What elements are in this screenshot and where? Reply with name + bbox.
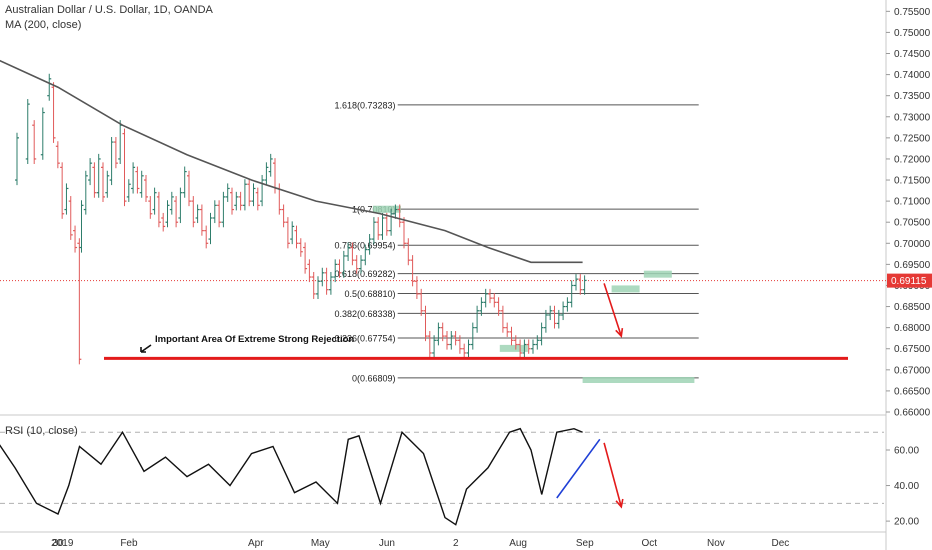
- highlight-zone: [611, 285, 640, 293]
- price-tick-label: 0.75500: [894, 7, 931, 18]
- price-tick-label: 0.73000: [894, 112, 931, 123]
- time-tick-label: 30: [52, 538, 64, 549]
- time-tick-label: May: [311, 538, 330, 549]
- price-tick-label: 0.74000: [894, 70, 931, 81]
- price-tick-label: 0.68000: [894, 323, 931, 334]
- time-tick-label: Sep: [576, 538, 594, 549]
- time-tick-label: Oct: [641, 538, 657, 549]
- annotation-arrow: [140, 344, 152, 353]
- fib-level-label: 0.5(0.68810): [345, 289, 396, 299]
- price-tick-label: 0.68500: [894, 302, 931, 313]
- rsi-line: [0, 427, 583, 526]
- time-tick-label: Aug: [509, 538, 527, 549]
- price-tick-label: 0.74500: [894, 49, 931, 60]
- fib-level-label: 0.618(0.69282): [334, 269, 395, 279]
- price-tick-label: 0.70500: [894, 218, 931, 229]
- time-tick-label: 2: [453, 538, 459, 549]
- price-tick-label: 0.69500: [894, 260, 931, 271]
- price-projection-arrow: [603, 283, 623, 337]
- time-tick-label: Apr: [248, 538, 264, 549]
- price-tick-label: 0.66500: [894, 386, 931, 397]
- time-tick-label: Feb: [120, 538, 138, 549]
- rsi-tick-label: 20.00: [894, 517, 919, 528]
- fib-level-label: 0.382(0.68338): [334, 309, 395, 319]
- time-tick-label: Jun: [379, 538, 395, 549]
- price-tick-label: 0.71000: [894, 197, 931, 208]
- price-tick-label: 0.72000: [894, 154, 931, 165]
- price-tick-label: 0.66000: [894, 408, 931, 419]
- price-tick-label: 0.75000: [894, 28, 931, 39]
- rsi-trendline: [556, 438, 601, 499]
- price-tick-label: 0.72500: [894, 133, 931, 144]
- current-price-value: 0.69115: [891, 276, 927, 287]
- highlight-zone: [582, 376, 695, 383]
- current-price-badge: [887, 273, 932, 288]
- price-tick-label: 0.67500: [894, 344, 931, 355]
- fib-level-label: 1.618(0.73283): [334, 100, 395, 110]
- price-tick-label: 0.67000: [894, 365, 931, 376]
- ma200-line: [0, 59, 583, 264]
- ma-legend: MA (200, close): [5, 19, 82, 31]
- rsi-tick-label: 40.00: [894, 481, 919, 492]
- price-tick-label: 0.73500: [894, 91, 931, 102]
- price-tick-label: 0.70000: [894, 239, 931, 250]
- highlight-zone: [643, 270, 672, 278]
- rsi-legend: RSI (10, close): [5, 425, 78, 437]
- rsi-projection-arrow: [603, 442, 623, 508]
- rsi-projection-arrow-head: [615, 498, 624, 509]
- fib-level-label: 0(0.66809): [352, 373, 396, 383]
- time-tick-label: Dec: [772, 538, 790, 549]
- rsi-tick-label: 60.00: [894, 446, 919, 457]
- price-projection-arrow-head: [615, 328, 624, 338]
- time-tick-label: 2019: [51, 538, 74, 549]
- symbol-title: Australian Dollar / U.S. Dollar, 1D, OAN…: [5, 4, 213, 16]
- rejection-annotation: Important Area Of Extreme Strong Rejecti…: [155, 334, 354, 345]
- highlight-zone: [499, 344, 528, 352]
- price-tick-label: 0.71500: [894, 176, 931, 187]
- fib-level-label: 0.236(0.67754): [334, 334, 395, 344]
- highlight-zone: [372, 205, 401, 213]
- time-tick-label: Nov: [707, 538, 725, 549]
